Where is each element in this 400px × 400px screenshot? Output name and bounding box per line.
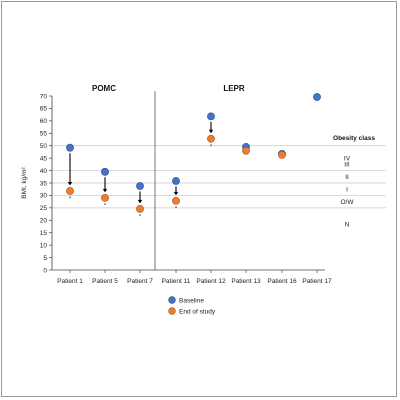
- obesity-class-label: IV: [344, 155, 351, 162]
- end-of-study-point: [101, 194, 109, 202]
- significance-asterisk: *: [69, 196, 72, 202]
- x-category-label: Patient 12: [196, 278, 226, 285]
- significance-asterisk: *: [210, 144, 213, 150]
- baseline-point: [101, 167, 109, 176]
- significance-asterisk: *: [139, 214, 142, 220]
- legend-baseline-marker: [168, 296, 176, 304]
- legend-label: End of study: [179, 308, 216, 315]
- y-tick-label: 25: [40, 205, 48, 212]
- x-category-label: Patient 16: [267, 278, 297, 285]
- y-tick-label: 70: [40, 93, 48, 100]
- baseline-point: [207, 112, 215, 121]
- group-label: POMC: [92, 84, 116, 93]
- obesity-class-title: Obesity class: [333, 135, 375, 142]
- y-tick-label: 30: [40, 193, 48, 200]
- y-tick-label: 50: [40, 143, 48, 150]
- obesity-class-label: III: [344, 162, 350, 169]
- x-category-label: Patient 13: [231, 278, 261, 285]
- group-label: LEPR: [223, 84, 245, 93]
- legend: Baseline End of study: [168, 296, 216, 315]
- end-of-study-point: [172, 196, 180, 205]
- y-tick-label: 60: [40, 118, 48, 125]
- group-labels: POMC LEPR: [92, 84, 245, 93]
- obesity-class-label: N: [345, 221, 350, 228]
- x-category-label: Patient 1: [57, 278, 83, 285]
- y-tick-label: 5: [43, 255, 47, 262]
- baseline-point: [172, 177, 180, 185]
- end-of-study-point: [278, 151, 286, 159]
- y-tick-label: 0: [43, 267, 47, 274]
- end-of-study-point: [242, 146, 250, 155]
- change-arrows: [67, 121, 214, 204]
- y-axis-label: BMI, kg/m²: [21, 166, 28, 198]
- obesity-class-label: II: [345, 174, 349, 181]
- change-arrow-head: [137, 199, 143, 204]
- x-category-label: Patient 17: [302, 278, 332, 285]
- obesity-class-label: I: [346, 187, 348, 194]
- x-category-labels: Patient 1 Patient 5 Patient 7 Patient 11 Pat…: [57, 270, 332, 285]
- change-arrow-head: [67, 181, 73, 186]
- significance-marks: * * * * *: [69, 144, 213, 220]
- end-of-study-point: [207, 134, 215, 143]
- data-points: [66, 93, 321, 213]
- y-tick-label: 55: [40, 131, 48, 138]
- significance-asterisk: *: [104, 203, 107, 209]
- baseline-point: [66, 143, 74, 152]
- end-of-study-point: [136, 204, 144, 213]
- x-category-label: Patient 5: [92, 278, 118, 285]
- end-of-study-point: [66, 187, 74, 195]
- change-arrow-head: [208, 129, 214, 134]
- y-tick-label: 65: [40, 106, 48, 113]
- legend-end-of-study-marker: [168, 307, 176, 315]
- obesity-class-label: O/W: [341, 199, 355, 206]
- significance-asterisk: *: [175, 206, 178, 212]
- baseline-point: [313, 93, 321, 101]
- y-tick-labels: 0 5 10 15 20 25 30 35 40 45 50 55 60 65 70: [40, 93, 52, 274]
- y-tick-label: 15: [40, 230, 48, 237]
- x-category-label: Patient 7: [127, 278, 153, 285]
- y-tick-label: 20: [40, 218, 48, 225]
- y-tick-label: 45: [40, 155, 48, 162]
- y-tick-label: 35: [40, 180, 48, 187]
- change-arrow-head: [102, 188, 108, 193]
- change-arrow-head: [173, 191, 179, 196]
- baseline-point: [136, 182, 144, 190]
- x-category-label: Patient 11: [162, 278, 191, 285]
- legend-label: Baseline: [179, 297, 204, 304]
- y-tick-label: 10: [40, 242, 48, 249]
- y-tick-label: 40: [40, 168, 48, 175]
